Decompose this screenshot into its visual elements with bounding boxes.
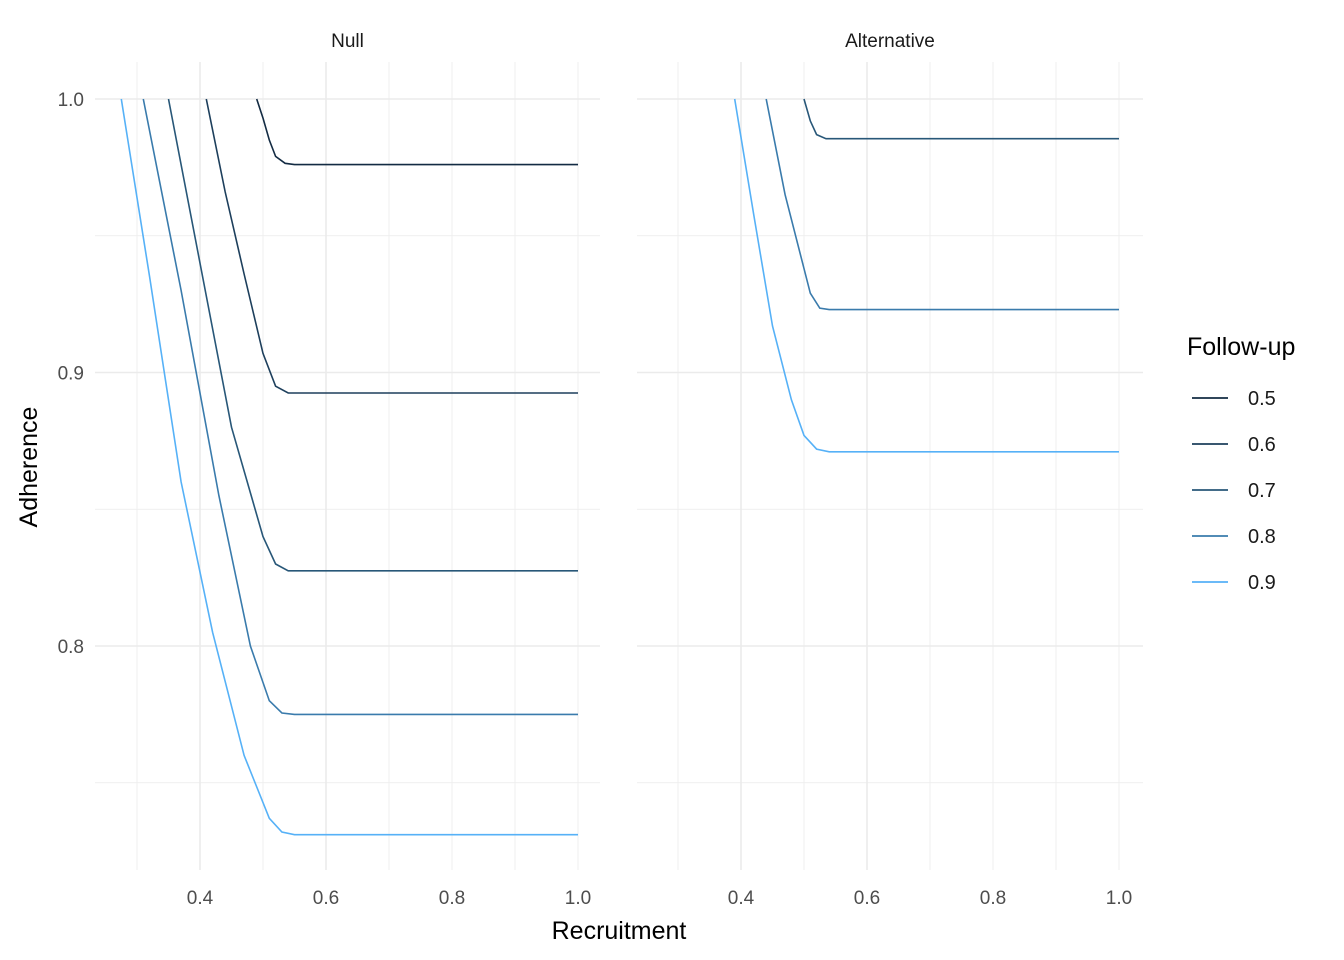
series-line-0-6 <box>205 98 578 394</box>
x-tick-label: 0.4 <box>187 888 214 909</box>
legend: Follow-up 0.5 0.6 0.7 0.8 0.9 <box>1187 333 1295 594</box>
series-line-0-8 <box>142 98 578 716</box>
series-line-0-9 <box>120 98 578 836</box>
x-tick-label: 0.6 <box>854 888 880 909</box>
x-tick-label: 1.0 <box>565 888 591 909</box>
x-axis-title: Recruitment <box>552 917 687 945</box>
legend-label: 0.5 <box>1248 388 1276 410</box>
y-tick-label: 0.8 <box>58 637 84 658</box>
series-line-0-8 <box>765 98 1119 311</box>
legend-label: 0.6 <box>1248 434 1276 456</box>
y-axis-title: Adherence <box>15 407 43 528</box>
y-axis-tick-labels: 0.8 0.9 1.0 <box>58 90 84 658</box>
series-line-0-7 <box>803 98 1119 140</box>
legend-label: 0.9 <box>1248 572 1276 594</box>
x-tick-label: 0.6 <box>313 888 339 909</box>
x-tick-label: 1.0 <box>1106 888 1132 909</box>
legend-label: 0.8 <box>1248 526 1276 548</box>
series-line-0-9 <box>733 98 1119 453</box>
series-line-0-5 <box>255 98 578 166</box>
strip-label-alternative: Alternative <box>845 31 935 52</box>
panel-alternative: Alternative 0.4 0.6 0.8 1.0 <box>637 31 1143 909</box>
y-tick-label: 0.9 <box>58 364 84 385</box>
legend-label: 0.7 <box>1248 480 1276 502</box>
x-tick-label: 0.8 <box>439 888 465 909</box>
y-tick-label: 1.0 <box>58 90 84 111</box>
x-tick-label: 0.8 <box>980 888 1006 909</box>
series-line-0-7 <box>167 98 578 572</box>
x-tick-label: 0.4 <box>728 888 755 909</box>
panel-null: Null 0.4 0.6 0.8 1.0 <box>95 31 600 909</box>
strip-label-null: Null <box>331 31 364 52</box>
legend-title: Follow-up <box>1187 333 1295 361</box>
